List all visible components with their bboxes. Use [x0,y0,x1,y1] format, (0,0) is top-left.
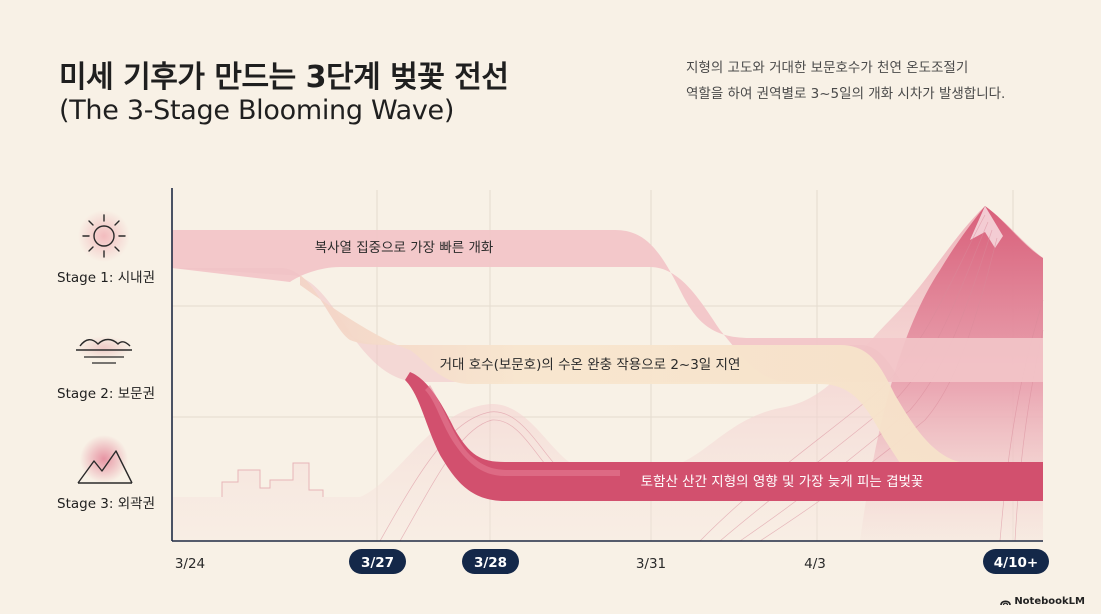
tick-3-28-pill [462,549,519,574]
stage2-label: Stage 2: 보문권 [57,386,155,402]
tick-3-24: 3/24 [175,556,205,572]
page-subtitle: (The 3-Stage Blooming Wave) [59,95,455,126]
description-line-1: 지형의 고도와 거대한 보문호수가 천연 온도조절기 [686,60,969,76]
brand-name: NotebookLM [1014,596,1085,607]
lake-icon [76,336,132,364]
description-line-2: 역할을 하여 권역별로 3~5일의 개화 시차가 발생합니다. [686,86,1006,102]
brand-logo: NotebookLM [1000,596,1085,607]
tick-3-27-pill [349,549,406,574]
tick-4-3: 4/3 [804,556,826,572]
stage3-label: Stage 3: 외곽권 [57,496,155,512]
stage2-band-text: 거대 호수(보문호)의 수온 완충 작용으로 2~3일 지연 [440,357,741,373]
page-title: 미세 기후가 만드는 3단계 벚꽃 전선 [59,60,509,95]
tick-4-10-pill [983,549,1049,574]
description: 지형의 고도와 거대한 보문호수가 천연 온도조절기 역할을 하여 권역별로 3… [686,55,1066,107]
tick-3-27: 3/27 [361,555,394,571]
tick-3-28: 3/28 [474,555,507,571]
notebooklm-icon [1000,599,1012,605]
stage1-band-text: 복사열 집중으로 가장 빠른 개화 [315,240,494,256]
stage3-band [405,372,1043,501]
stage1-label: Stage 1: 시내권 [57,270,155,286]
mountain-icon [77,435,133,484]
stage3-band-text: 토함산 산간 지형의 영향 및 가장 늦게 피는 겹벚꽃 [641,474,924,490]
sun-icon [78,210,130,262]
tick-4-10: 4/10+ [994,555,1038,571]
tick-3-31: 3/31 [636,556,666,572]
